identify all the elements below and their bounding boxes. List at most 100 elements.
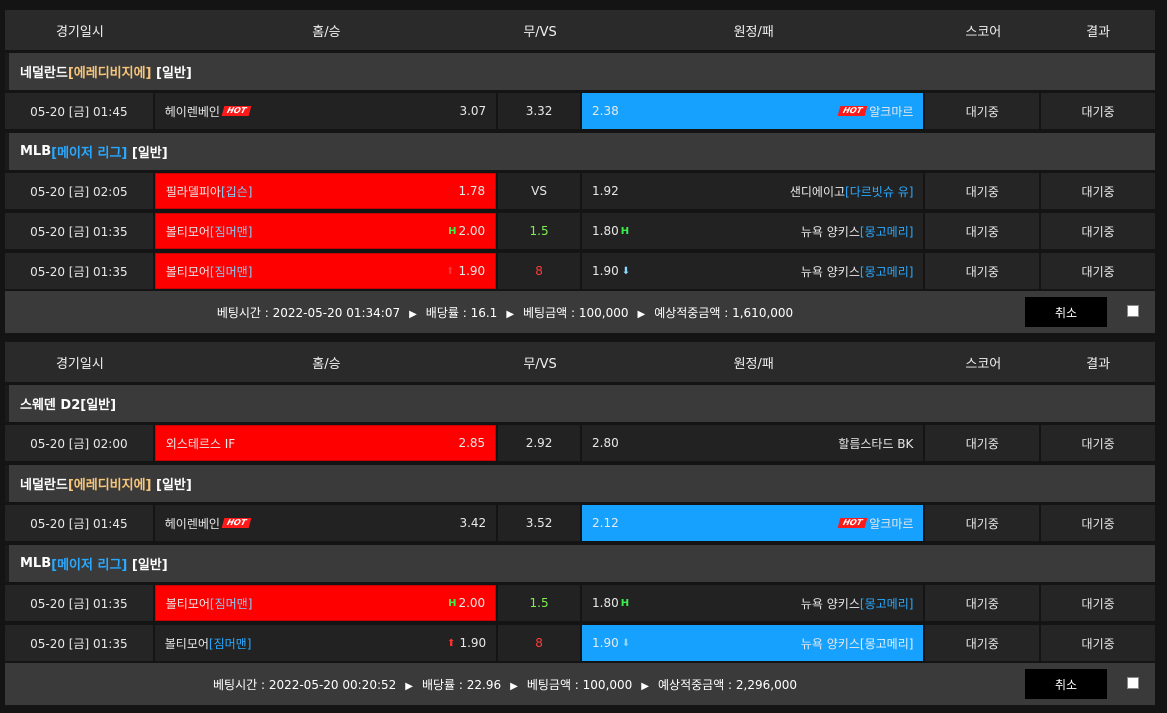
header-cell: 원정/패 [733, 24, 774, 40]
draw-odds-button[interactable]: VS [498, 173, 580, 209]
header-cell: 홈/승 [312, 356, 341, 372]
away-odds-button[interactable]: 1.92 샌디에이고 [다르빗슈 유] [582, 173, 924, 209]
hot-badge-icon: HOT [837, 106, 868, 116]
match-date: 05-20 [금] 02:05 [5, 173, 153, 209]
summary-item: 예상적중금액 : 1,610,000 [654, 305, 794, 320]
away-odds-button[interactable]: 2.12 HOT 알크마르 [582, 505, 924, 541]
away-odds-button[interactable]: 1.90 ⬇ 뉴욕 양키스 [몽고메리] [582, 625, 924, 661]
away-team-name: 뉴욕 양키스 [800, 596, 860, 611]
score-status: 대기중 [925, 253, 1040, 289]
home-odds-button[interactable]: 외스테르스 IF 2.85 [154, 425, 497, 461]
home-odds-value: 1.90 [459, 636, 487, 650]
home-team: 볼티모어 [짐머맨] [166, 263, 253, 280]
away-odds-value: 1.80 [592, 596, 619, 610]
away-odds-value: 2.80 [592, 436, 619, 450]
match-row: 05-20 [금] 01:35 볼티모어 [짐머맨] H 2.00 1.5 1.80 H 뉴욕 … [5, 212, 1156, 250]
home-team: 필라델피아 [깁슨] [166, 183, 253, 200]
league-tag: [에레디비지에] [67, 478, 152, 493]
bet-type: [일반] [131, 146, 168, 161]
result-status: 대기중 [1041, 625, 1156, 661]
header-cell: 원정/패 [733, 356, 774, 372]
away-team-name: 알크마르 [869, 104, 914, 119]
away-odds-button[interactable]: 1.80 H 뉴욕 양키스 [몽고메리] [582, 213, 924, 249]
home-odds-button[interactable]: 볼티모어 [짐머맨] H 2.00 [154, 213, 497, 249]
league-tag: [메이저 리그] [51, 146, 128, 161]
header-cell: 홈/승 [312, 24, 341, 40]
match-row: 05-20 [금] 01:45 헤이렌베인 HOT 3.07 3.32 2.38 HOT 알크… [5, 92, 1156, 130]
select-checkbox[interactable] [1127, 677, 1139, 689]
home-odds-button[interactable]: 헤이렌베인 HOT 3.42 [154, 505, 497, 541]
away-team-name: 뉴욕 양키스 [800, 224, 860, 239]
home-pitcher: [짐머맨] [209, 264, 253, 279]
match-date: 05-20 [금] 01:35 [5, 585, 153, 621]
score-status: 대기중 [925, 173, 1040, 209]
select-checkbox[interactable] [1127, 305, 1139, 317]
match-row: 05-20 [금] 01:35 볼티모어 [짐머맨] H 2.00 1.5 1.80 H 뉴욕 … [5, 584, 1156, 622]
arrow-right-icon: ▶ [510, 680, 518, 692]
home-odds: 1.78 [458, 184, 485, 198]
away-team: HOT 알크마르 [836, 515, 913, 532]
home-team-name: 볼티모어 [164, 636, 209, 651]
away-odds-button[interactable]: 2.80 할름스타드 BK [582, 425, 924, 461]
away-team: 할름스타드 BK [838, 435, 913, 452]
home-odds-value: 3.07 [459, 104, 487, 118]
home-team-name: 볼티모어 [165, 596, 210, 611]
home-odds-button[interactable]: 헤이렌베인 HOT 3.07 [154, 93, 497, 129]
home-team-name: 외스테르스 IF [165, 436, 236, 451]
arrow-up-icon: ⬆ [446, 265, 455, 277]
score-status: 대기중 [925, 93, 1040, 129]
result-status: 대기중 [1041, 213, 1156, 249]
league-tag: [메이저 리그] [51, 558, 128, 573]
draw-odds-button[interactable]: 8 [498, 253, 580, 289]
away-odds-button[interactable]: 1.80 H 뉴욕 양키스 [몽고메리] [582, 585, 924, 621]
cancel-button[interactable]: 취소 [1025, 669, 1107, 699]
match-date: 05-20 [금] 01:35 [5, 253, 153, 289]
home-odds: ⬆ 1.90 [447, 636, 486, 650]
hot-badge-icon: HOT [837, 518, 868, 528]
away-odds: 1.90 ⬇ [592, 264, 630, 278]
cancel-button[interactable]: 취소 [1025, 297, 1107, 327]
header-cell: 결과 [1086, 356, 1111, 372]
away-team: 뉴욕 양키스 [몽고메리] [801, 223, 914, 240]
bet-type: [일반] [156, 66, 192, 81]
arrow-right-icon: ▶ [506, 308, 515, 320]
league-name: MLB [20, 556, 52, 571]
home-odds: H 2.00 [448, 224, 485, 238]
away-odds: 2.80 [592, 436, 619, 450]
away-pitcher: [다르빗슈 유] [845, 184, 914, 199]
away-team: 뉴욕 양키스 [몽고메리] [801, 263, 914, 280]
away-odds: 2.38 [592, 104, 619, 118]
home-team: 볼티모어 [짐머맨] [166, 223, 253, 240]
summary-item: 베팅시간 : 2022-05-20 01:34:07 [216, 305, 401, 320]
result-status: 대기중 [1041, 253, 1156, 289]
away-odds-value: 2.38 [592, 104, 619, 118]
away-odds-button[interactable]: 2.38 HOT 알크마르 [582, 93, 924, 129]
home-odds-button[interactable]: 필라델피아 [깁슨] 1.78 [154, 173, 497, 209]
home-odds-value: 1.90 [458, 264, 486, 278]
draw-odds-button[interactable]: 3.32 [498, 93, 580, 129]
away-odds-value: 1.90 [592, 264, 619, 278]
home-odds-button[interactable]: 볼티모어 [짐머맨] H 2.00 [154, 585, 497, 621]
draw-value: 2.92 [525, 436, 553, 450]
draw-odds-button[interactable]: 3.52 [498, 505, 580, 541]
header-cell: 스코어 [965, 24, 1002, 40]
home-odds-button[interactable]: 볼티모어 [짐머맨] ⬆ 1.90 [154, 253, 497, 289]
away-odds-value: 1.92 [592, 184, 619, 198]
result-status: 대기중 [1041, 505, 1156, 541]
home-odds-button[interactable]: 볼티모어 [짐머맨] ⬆ 1.90 [154, 625, 497, 661]
header-cell: 경기일시 [55, 356, 104, 372]
draw-odds-button[interactable]: 2.92 [498, 425, 580, 461]
draw-odds-button[interactable]: 8 [498, 625, 580, 661]
league-header: 네덜란드 [에레디비지에] [일반] [5, 53, 1155, 90]
away-odds-button[interactable]: 1.90 ⬇ 뉴욕 양키스 [몽고메리] [582, 253, 924, 289]
handicap-icon: H [620, 225, 630, 237]
away-odds: 1.80 H [592, 224, 631, 238]
result-status: 대기중 [1041, 93, 1156, 129]
away-team-name: 뉴욕 양키스 [800, 636, 860, 651]
draw-odds-button[interactable]: 1.5 [498, 213, 580, 249]
match-date: 05-20 [금] 02:00 [5, 425, 153, 461]
draw-odds-button[interactable]: 1.5 [498, 585, 580, 621]
away-team-name: 뉴욕 양키스 [800, 264, 860, 279]
header-cell: 결과 [1086, 24, 1111, 40]
away-team: 샌디에이고 [다르빗슈 유] [790, 183, 914, 200]
